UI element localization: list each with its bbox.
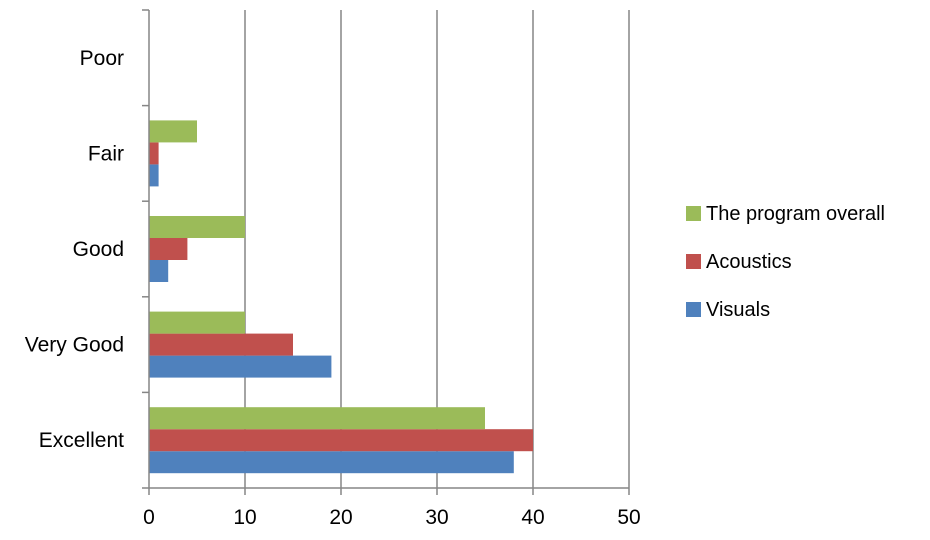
axes: 0 10 20 30 40 50 Excellent Very Good Good Fair Poo…	[25, 9, 641, 529]
legend-item: The program overall	[686, 203, 885, 225]
category-label: Good	[73, 238, 124, 261]
bar-the-program-overall-very-good	[149, 311, 245, 334]
bars	[149, 120, 533, 474]
legend-swatch	[686, 254, 701, 269]
category-label: Fair	[88, 142, 124, 165]
category-label: Very Good	[25, 334, 124, 357]
legend-item: Acoustics	[686, 251, 792, 273]
bar-acoustics-excellent	[149, 429, 533, 452]
bar-visuals-good	[149, 260, 169, 282]
bar-acoustics-fair	[149, 142, 159, 165]
legend-label: Visuals	[706, 299, 770, 321]
x-tick-label: 10	[233, 506, 256, 529]
x-tick-label: 20	[329, 506, 352, 529]
x-tick-label: 30	[425, 506, 448, 529]
bar-the-program-overall-good	[149, 216, 245, 238]
legend-swatch	[686, 206, 701, 221]
legend-swatch	[686, 302, 701, 317]
bar-acoustics-good	[149, 238, 188, 260]
bar-visuals-fair	[149, 164, 159, 187]
bar-visuals-very-good	[149, 355, 332, 378]
bar-acoustics-very-good	[149, 333, 293, 356]
x-tick-label: 40	[521, 506, 544, 529]
legend-label: The program overall	[706, 203, 885, 225]
x-tick-label: 0	[143, 506, 155, 529]
legend: The program overall Acoustics Visuals	[686, 203, 885, 321]
legend-item: Visuals	[686, 299, 770, 321]
bar-visuals-excellent	[149, 451, 514, 474]
category-label: Excellent	[39, 429, 124, 452]
bar-the-program-overall-fair	[149, 120, 197, 143]
x-tick-label: 50	[617, 506, 640, 529]
category-label: Poor	[80, 47, 124, 70]
legend-label: Acoustics	[706, 251, 792, 273]
bar-the-program-overall-excellent	[149, 407, 485, 430]
